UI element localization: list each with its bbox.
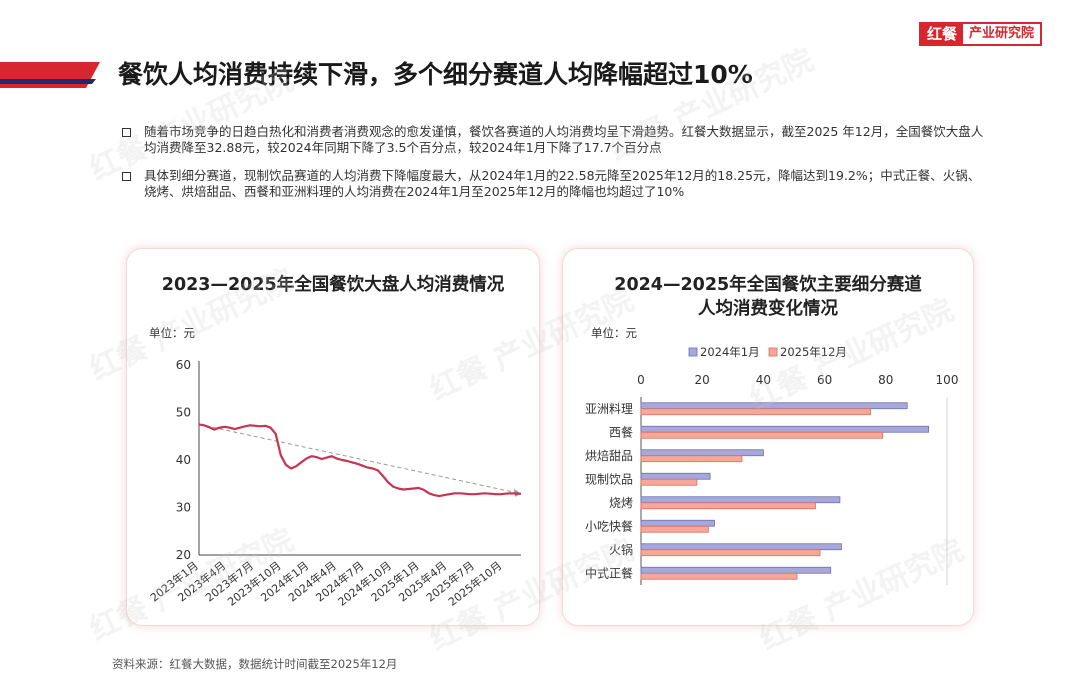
trend-line bbox=[198, 423, 518, 494]
category-label: 烘焙甜品 bbox=[585, 448, 633, 463]
bar-2025-12 bbox=[640, 502, 816, 510]
y-tick-label: 50 bbox=[176, 406, 191, 420]
x-tick-label: 80 bbox=[878, 373, 893, 387]
bar-2024-01 bbox=[640, 543, 842, 551]
bar-chart-unit: 单位：元 bbox=[591, 326, 637, 340]
x-tick-label: 40 bbox=[756, 373, 771, 387]
bar-2025-12 bbox=[640, 408, 871, 416]
category-label: 小吃快餐 bbox=[585, 518, 633, 533]
y-tick-label: 30 bbox=[176, 501, 191, 515]
line-chart-unit: 单位：元 bbox=[149, 326, 195, 340]
bar-2024-01 bbox=[640, 519, 715, 527]
bar-2025-12 bbox=[640, 525, 709, 533]
category-label: 亚洲料理 bbox=[585, 402, 633, 416]
bar-2024-01 bbox=[640, 472, 711, 480]
x-tick-label: 100 bbox=[936, 373, 959, 387]
bar-2025-12 bbox=[640, 549, 821, 557]
bar-chart: 2024年1月 2025年12月 0 20 40 60 80 100 亚洲料理西餐烘焙甜品现制饮… bbox=[585, 345, 959, 585]
line-chart: 60504030202023年1月2023年4月2023年7月2023年10月2… bbox=[147, 358, 522, 609]
brand-text: 产业研究院 bbox=[962, 24, 1040, 44]
bar-2024-01 bbox=[640, 566, 832, 574]
bar-2024-01 bbox=[640, 425, 930, 433]
category-label: 现制饮品 bbox=[585, 472, 633, 486]
bar-2024-01 bbox=[640, 496, 841, 504]
bar-2024-01 bbox=[640, 402, 908, 410]
bullet-item: 随着市场竞争的日趋白热化和消费者消费观念的愈发谨慎，餐饮各赛道的人均消费均呈下滑… bbox=[122, 124, 992, 156]
legend-swatch bbox=[768, 347, 778, 357]
bar-2024-01 bbox=[640, 449, 764, 457]
bullet-text: 随着市场竞争的日趋白热化和消费者消费观念的愈发谨慎，餐饮各赛道的人均消费均呈下滑… bbox=[144, 124, 984, 155]
line-chart-panel: 2023—2025年全国餐饮大盘人均消费情况 单位：元 60 50 40 30 20 20… bbox=[126, 248, 540, 626]
bullet-text: 具体到细分赛道，现制饮品赛道的人均消费下降幅度最大，从2024年1月的22.58… bbox=[144, 168, 981, 199]
bullet-square-icon bbox=[122, 128, 131, 137]
legend-label: 2024年1月 bbox=[700, 345, 760, 359]
x-tick-label: 60 bbox=[817, 373, 832, 387]
bar-2025-12 bbox=[640, 455, 743, 463]
x-tick-label: 0 bbox=[637, 373, 645, 387]
bar-2025-12 bbox=[640, 478, 698, 486]
bullet-square-icon bbox=[122, 172, 131, 181]
bar-chart-title-line-1: 2024—2025年全国餐饮主要细分赛道 bbox=[614, 275, 922, 295]
brand-mark: 红餐 bbox=[920, 24, 963, 44]
page-title: 餐饮人均消费持续下滑，多个细分赛道人均降幅超过10% bbox=[118, 60, 753, 89]
legend-label: 2025年12月 bbox=[780, 345, 847, 359]
title-accent-bar bbox=[0, 62, 100, 88]
line-chart-title: 2023—2025年全国餐饮大盘人均消费情况 bbox=[161, 275, 505, 295]
bar-chart-panel: 2024—2025年全国餐饮主要细分赛道 人均消费变化情况 单位：元 2024年… bbox=[562, 248, 974, 626]
y-tick-label: 40 bbox=[176, 453, 191, 467]
bar-2025-12 bbox=[640, 431, 884, 439]
category-label: 中式正餐 bbox=[585, 565, 633, 580]
title-row: 餐饮人均消费持续下滑，多个细分赛道人均降幅超过10% bbox=[0, 58, 1080, 92]
bar-2025-12 bbox=[640, 572, 798, 580]
brand-logo: 红餐 产业研究院 bbox=[918, 22, 1042, 46]
y-tick-label: 20 bbox=[176, 548, 191, 562]
y-tick-label: 60 bbox=[176, 358, 191, 372]
line-series bbox=[198, 423, 522, 498]
x-tick-label: 20 bbox=[695, 373, 710, 387]
category-label: 火锅 bbox=[609, 542, 633, 557]
category-label: 西餐 bbox=[609, 424, 633, 439]
category-label: 烧烤 bbox=[609, 495, 633, 510]
legend-swatch bbox=[688, 347, 698, 357]
bar-chart-title-line-2: 人均消费变化情况 bbox=[698, 299, 838, 319]
bullet-item: 具体到细分赛道，现制饮品赛道的人均消费下降幅度最大，从2024年1月的22.58… bbox=[122, 168, 992, 200]
bullet-list: 随着市场竞争的日趋白热化和消费者消费观念的愈发谨慎，餐饮各赛道的人均消费均呈下滑… bbox=[122, 124, 992, 212]
source-note: 资料来源：红餐大数据，数据统计时间截至2025年12月 bbox=[112, 657, 398, 671]
